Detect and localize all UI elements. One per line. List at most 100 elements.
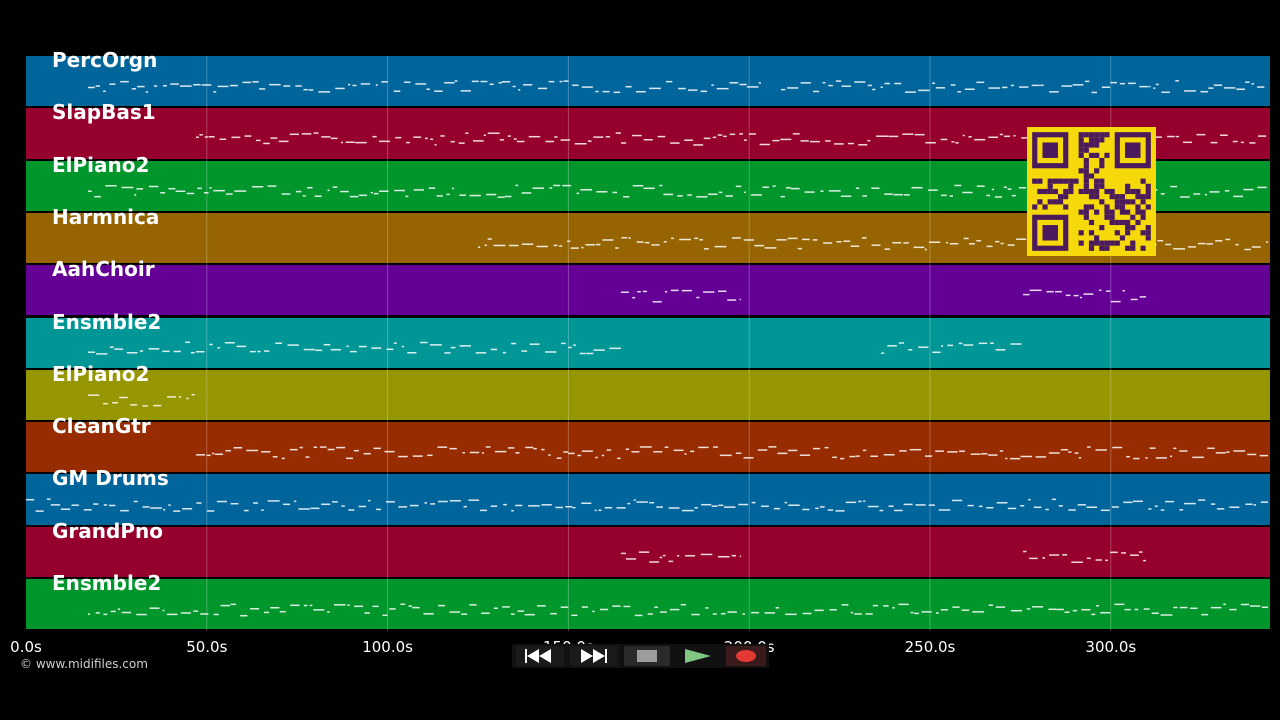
qr-module: [1078, 152, 1084, 158]
qr-module: [1109, 209, 1115, 215]
qr-module: [1068, 188, 1074, 195]
qr-module: [1099, 163, 1105, 169]
qr-module: [1078, 137, 1084, 143]
qr-module: [1052, 199, 1058, 205]
qr-module: [1078, 147, 1084, 153]
time-tick-label: 50.0s: [186, 638, 228, 656]
fast-forward-button[interactable]: [570, 646, 618, 666]
qr-module: [1104, 209, 1110, 215]
qr-module: [1094, 235, 1100, 241]
qr-module: [1088, 137, 1095, 143]
qr-module: [1140, 230, 1146, 236]
qr-module: [1130, 245, 1136, 251]
track-lane[interactable]: PercOrgn: [26, 48, 1270, 107]
fast-forward-icon: [581, 649, 607, 663]
qr-module: [1088, 132, 1095, 138]
qr-module: [1057, 194, 1064, 200]
qr-module: [1078, 230, 1084, 236]
track-lane[interactable]: ElPiano2: [26, 362, 1270, 421]
track-label: PercOrgn: [52, 48, 158, 72]
record-button[interactable]: [726, 646, 766, 666]
qr-module: [1109, 188, 1115, 195]
qr-module: [1125, 245, 1131, 251]
qr-module: [1130, 199, 1136, 205]
qr-module: [1099, 137, 1105, 143]
qr-module: [1119, 204, 1126, 210]
qr-module: [1125, 188, 1131, 195]
qr-module: [1130, 225, 1136, 231]
qr-module: [1078, 240, 1084, 246]
track-label: AahChoir: [52, 257, 155, 282]
qr-module: [1088, 219, 1095, 226]
qr-code-icon: [1027, 127, 1156, 256]
track-lane[interactable]: Ensmble2: [26, 310, 1270, 368]
qr-module: [1135, 219, 1141, 226]
track-lane[interactable]: CleanGtr: [26, 414, 1270, 473]
qr-module: [1130, 214, 1136, 220]
qr-module: [1094, 137, 1100, 143]
qr-module: [1099, 199, 1105, 205]
qr-module: [1047, 188, 1053, 195]
qr-module: [1119, 209, 1126, 215]
qr-module: [1104, 132, 1110, 138]
track-label: Harmnica: [52, 204, 160, 229]
qr-module: [1099, 178, 1105, 184]
qr-module: [1130, 240, 1136, 246]
qr-module: [1083, 183, 1089, 189]
time-tick-label: 100.0s: [362, 638, 413, 656]
qr-module: [1078, 142, 1084, 148]
qr-module: [1088, 142, 1095, 148]
track-lane[interactable]: GM Drums: [26, 466, 1270, 525]
track-lane[interactable]: Ensmble2: [26, 571, 1270, 630]
qr-module: [1135, 209, 1141, 215]
qr-module: [1099, 240, 1105, 246]
transport-controls: [512, 644, 769, 668]
qr-module: [1094, 209, 1100, 215]
qr-module: [1145, 204, 1151, 210]
qr-module: [1140, 209, 1146, 215]
qr-module: [1057, 199, 1064, 205]
qr-module: [1083, 173, 1089, 179]
qr-module: [1109, 240, 1115, 246]
qr-module: [1094, 194, 1100, 200]
qr-module: [1083, 163, 1089, 169]
play-button[interactable]: [675, 646, 721, 666]
qr-module: [1094, 152, 1100, 158]
qr-module: [1078, 209, 1084, 215]
qr-module: [1083, 132, 1089, 138]
qr-module: [1119, 235, 1126, 241]
qr-module: [1099, 183, 1105, 189]
qr-module: [1083, 188, 1089, 195]
qr-module: [1104, 245, 1110, 251]
rewind-button[interactable]: [516, 646, 564, 666]
qr-module: [1063, 188, 1069, 195]
qr-module: [1073, 178, 1079, 184]
stop-button[interactable]: [624, 646, 670, 666]
qr-module: [1088, 188, 1095, 195]
qr-module: [1032, 178, 1038, 184]
qr-module: [1083, 168, 1089, 174]
record-icon: [736, 650, 756, 662]
qr-module: [1083, 147, 1089, 153]
qr-module: [1119, 199, 1126, 205]
qr-module: [1078, 188, 1084, 195]
qr-module: [1088, 245, 1095, 251]
qr-module: [1083, 157, 1089, 164]
qr-module: [1047, 199, 1053, 205]
track-lane[interactable]: AahChoir: [26, 257, 1270, 316]
qr-module: [1078, 132, 1084, 138]
qr-module: [1083, 214, 1089, 220]
copyright-text: © www.midifiles.com: [20, 657, 148, 671]
qr-module: [1125, 219, 1131, 226]
qr-module: [1088, 194, 1095, 200]
qr-module: [1047, 178, 1053, 184]
qr-module: [1042, 204, 1048, 210]
track-lane[interactable]: GrandPno: [26, 519, 1270, 577]
qr-module: [1114, 204, 1120, 210]
qr-module: [1052, 178, 1058, 184]
qr-module: [1063, 178, 1069, 184]
qr-module: [1125, 225, 1131, 231]
qr-module: [1130, 188, 1136, 195]
qr-module: [1104, 188, 1110, 195]
qr-module: [1145, 225, 1151, 231]
